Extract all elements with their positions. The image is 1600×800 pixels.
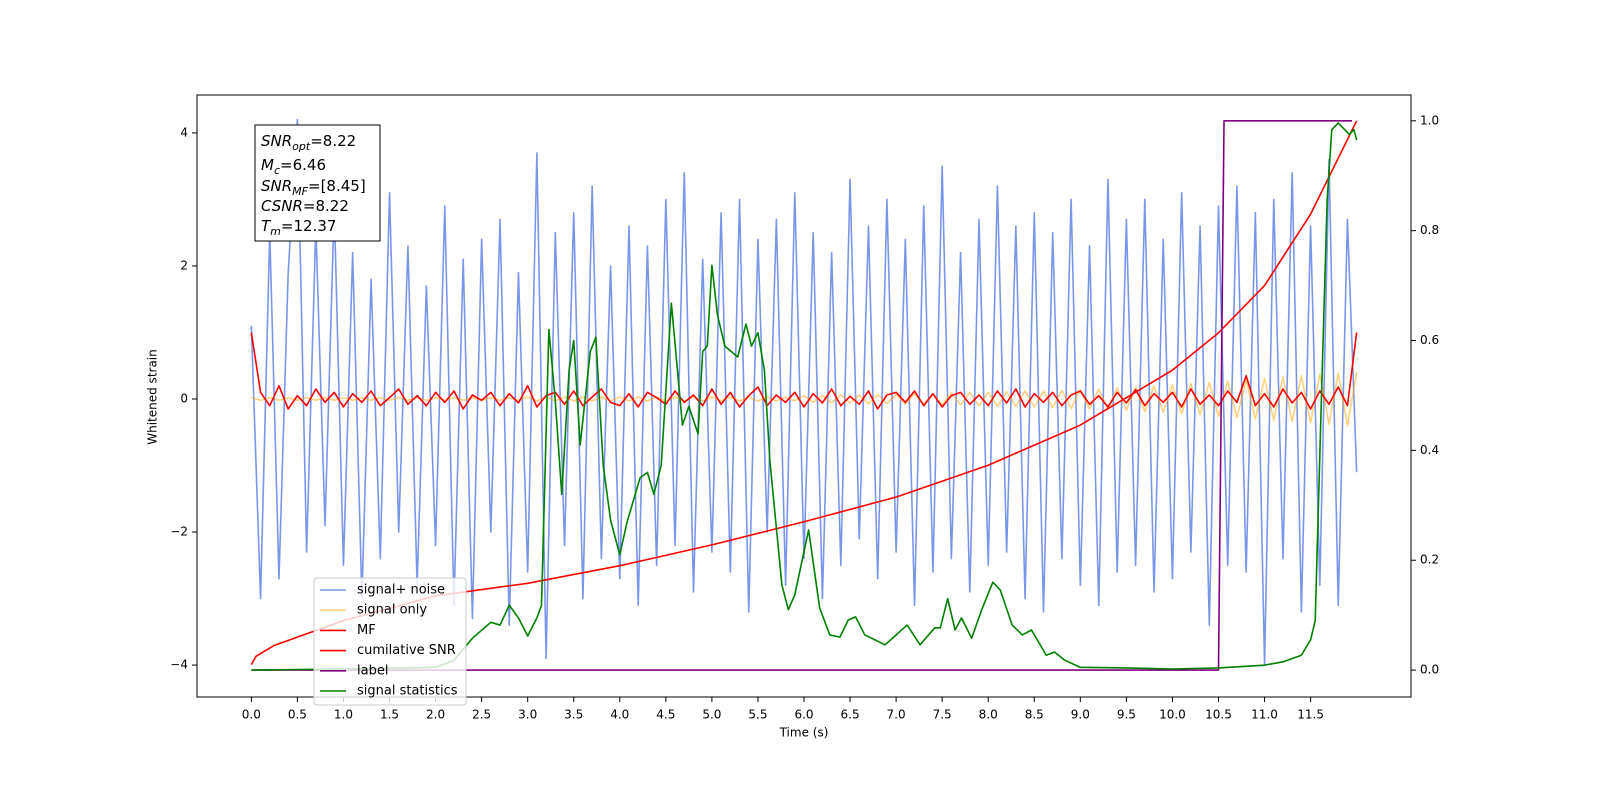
x-tick-label: 9.5 [1117, 708, 1136, 722]
plot-area [250, 118, 1358, 671]
legend: signal+ noise signal only MF cumilative SNR… [313, 577, 467, 706]
annotation-subscript: opt [292, 140, 311, 153]
annotation-value: =6.46 [280, 156, 326, 174]
x-tick-label: 3.0 [518, 708, 537, 722]
legend-frame [313, 577, 467, 706]
y-tick-label: −2 [170, 525, 188, 539]
x-tick-label: 9.0 [1071, 708, 1090, 722]
annotation-subscript: c [274, 164, 280, 177]
y2-tick-label: 1.0 [1420, 113, 1439, 127]
annotation-symbol: SNR [261, 177, 292, 195]
x-tick-label: 2.5 [472, 708, 491, 722]
x-tick-label: 5.5 [748, 708, 767, 722]
legend-label: label [357, 663, 388, 678]
legend-label: signal+ noise [357, 583, 445, 598]
annotation-frame [254, 124, 381, 242]
series-line [251, 120, 1353, 671]
annotation: SNRMF=[8.45] [261, 177, 366, 198]
x-tick-label: 1.0 [334, 708, 353, 722]
annotation-symbol: CSNR [261, 197, 303, 215]
annotation-value: =8.22 [303, 197, 349, 215]
x-tick-label: 11.0 [1251, 708, 1278, 722]
x-tick-label: 8.5 [1025, 708, 1044, 722]
annotation-symbol: T [261, 217, 272, 235]
series-line [250, 118, 1358, 666]
x-tick-label: 8.0 [979, 708, 998, 722]
x-tick-label: 11.5 [1297, 708, 1324, 722]
legend-label: signal only [357, 603, 427, 618]
x-tick-label: 10.0 [1159, 708, 1186, 722]
y-tick-label: 2 [180, 258, 188, 272]
x-tick-label: 3.5 [564, 708, 583, 722]
y-tick-label: −4 [170, 658, 188, 672]
x-tick-label: 4.0 [610, 708, 629, 722]
annotation-symbol: M [261, 156, 274, 174]
x-tick-label: 0.0 [242, 708, 261, 722]
annotation-subscript: MF [292, 185, 308, 198]
y2-tick-label: 0.0 [1420, 663, 1439, 677]
annotation-value: =12.37 [281, 217, 337, 235]
x-tick-label: 5.0 [702, 708, 721, 722]
series-line [250, 332, 1358, 410]
x-tick-label: 0.5 [288, 708, 307, 722]
legend-label: cumilative SNR [357, 643, 456, 658]
y2-tick-label: 0.6 [1420, 333, 1439, 347]
series-line [251, 122, 1358, 671]
legend-label: signal statistics [357, 684, 458, 699]
x-tick-label: 7.0 [887, 708, 906, 722]
annotation-box: SNRopt=8.22Mc=6.46SNRMF=[8.45]CSNR=8.22T… [254, 124, 381, 242]
y-tick-label: 4 [180, 125, 188, 139]
annotation-value: =[8.45] [308, 177, 366, 195]
legend-label: MF [357, 623, 376, 638]
annotation: SNRopt=8.22 [261, 132, 356, 153]
annotation-symbol: SNR [261, 132, 292, 150]
annotation: Mc=6.46 [261, 156, 326, 177]
y-tick-label: 0 [180, 391, 188, 405]
series-line [250, 120, 1358, 665]
series-line [251, 372, 1358, 427]
y-axis-label: Whitened strain [146, 349, 160, 445]
y2-tick-label: 0.8 [1420, 223, 1439, 237]
x-tick-label: 10.5 [1205, 708, 1232, 722]
ticks: 0.0 0.5 1.0 1.5 2.0 2.5 3.0 3.5 4.0 4.5 5.0 5.5 6.0 6… [170, 113, 1439, 721]
y2-tick-label: 0.2 [1420, 553, 1439, 567]
x-axis-label: Time (s) [779, 726, 829, 740]
y2-tick-label: 0.4 [1420, 443, 1439, 457]
x-tick-label: 6.5 [841, 708, 860, 722]
annotation: Tm=12.37 [261, 217, 336, 238]
annotation: CSNR=8.22 [261, 197, 349, 215]
annotation-value: =8.22 [310, 132, 356, 150]
x-tick-label: 6.0 [794, 708, 813, 722]
x-tick-label: 7.5 [933, 708, 952, 722]
x-tick-label: 2.0 [426, 708, 445, 722]
annotation-subscript: m [270, 225, 281, 238]
x-tick-label: 4.5 [656, 708, 675, 722]
x-tick-label: 1.5 [380, 708, 399, 722]
